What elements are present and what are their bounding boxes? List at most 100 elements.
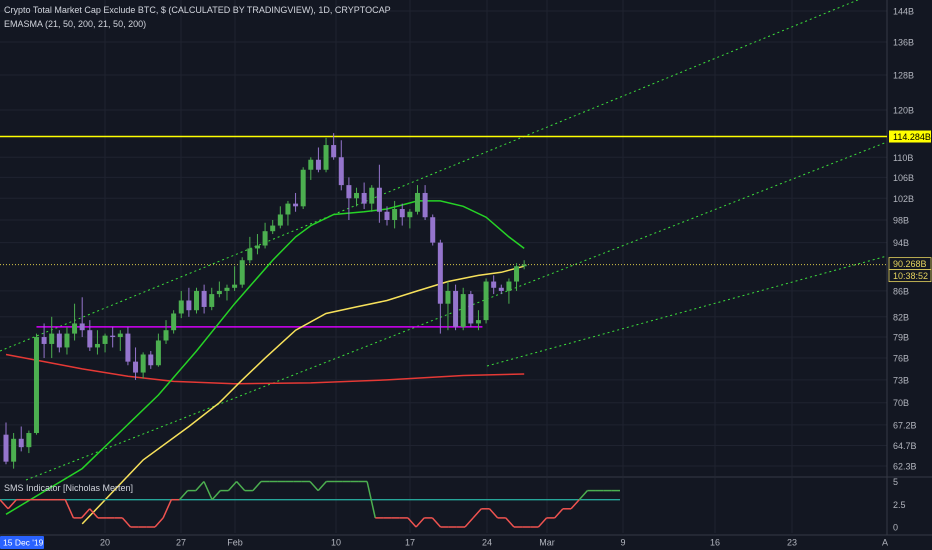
sms-line-segment — [309, 480, 319, 492]
candle[interactable] — [354, 187, 360, 207]
candle[interactable] — [171, 310, 177, 334]
candle[interactable] — [102, 333, 108, 353]
candle[interactable] — [308, 157, 314, 180]
candle[interactable] — [26, 430, 32, 454]
sms-line-segment — [89, 508, 99, 519]
candle[interactable] — [270, 219, 276, 235]
candle[interactable] — [201, 284, 207, 314]
candle[interactable] — [18, 426, 24, 452]
candle[interactable] — [33, 333, 39, 435]
candle-body — [407, 211, 413, 218]
candle[interactable] — [407, 209, 413, 229]
candle[interactable] — [125, 326, 131, 366]
candle[interactable] — [498, 284, 504, 295]
candles — [3, 133, 527, 469]
candle-body — [3, 434, 9, 462]
candle[interactable] — [422, 185, 428, 220]
crosshair-date-label: 15 Dec '19 — [3, 538, 44, 548]
candle[interactable] — [232, 266, 238, 291]
candle[interactable] — [64, 326, 70, 355]
candle[interactable] — [194, 287, 199, 314]
candle[interactable] — [392, 200, 398, 229]
candle-body — [171, 313, 177, 331]
candle[interactable] — [247, 236, 253, 264]
sms-indicator-title: SMS Indicator [Nicholas Merten] — [4, 483, 134, 493]
sms-tick-label: 0 — [893, 523, 898, 533]
candle[interactable] — [430, 214, 436, 246]
candle[interactable] — [72, 303, 78, 341]
price-tick-label: 128B — [893, 70, 914, 80]
candle[interactable] — [293, 192, 299, 212]
candle[interactable] — [399, 203, 405, 226]
candle-body — [224, 287, 230, 291]
candle[interactable] — [506, 278, 512, 304]
sms-line-segment — [578, 490, 588, 501]
candle[interactable] — [300, 167, 306, 210]
resistance-price-label-box — [889, 130, 931, 143]
candle[interactable] — [155, 333, 161, 367]
price-tick-label: 98B — [893, 215, 909, 225]
candle[interactable] — [475, 310, 481, 331]
candle[interactable] — [453, 284, 459, 331]
candle[interactable] — [94, 330, 100, 355]
candle[interactable] — [338, 140, 344, 191]
candle[interactable] — [384, 206, 390, 226]
candle[interactable] — [323, 137, 329, 173]
candle[interactable] — [239, 257, 245, 288]
candle[interactable] — [437, 239, 443, 334]
candle[interactable] — [117, 330, 123, 351]
candle-body — [11, 438, 17, 462]
last-price-label: 90.268B — [893, 259, 927, 269]
candle[interactable] — [140, 352, 146, 379]
candle[interactable] — [445, 281, 451, 331]
candle[interactable] — [376, 164, 382, 223]
candle[interactable] — [110, 326, 116, 348]
candle-body — [384, 211, 390, 220]
ema21-line — [5, 200, 525, 515]
candle[interactable] — [369, 185, 375, 212]
candle[interactable] — [49, 316, 55, 359]
candle[interactable] — [414, 185, 420, 215]
candle[interactable] — [315, 147, 321, 173]
candle[interactable] — [186, 287, 192, 317]
channel-trendline[interactable] — [486, 255, 888, 367]
candle[interactable] — [460, 287, 466, 331]
channel-trendline[interactable] — [25, 141, 888, 481]
candle[interactable] — [361, 182, 367, 210]
candle[interactable] — [178, 290, 184, 319]
candle[interactable] — [491, 275, 497, 295]
candle[interactable] — [262, 222, 268, 249]
candle[interactable] — [41, 323, 47, 359]
candle[interactable] — [56, 330, 62, 353]
candle[interactable] — [87, 320, 93, 351]
sms-line-segment — [195, 480, 205, 492]
sms-line-segment — [121, 517, 132, 528]
candle-body — [186, 300, 192, 311]
candle[interactable] — [224, 284, 230, 301]
sms-line-segment — [415, 517, 425, 528]
candle[interactable] — [468, 290, 474, 327]
candle[interactable] — [79, 297, 85, 338]
candle[interactable] — [346, 177, 352, 220]
sma200-line — [5, 353, 525, 385]
candle[interactable] — [514, 263, 520, 291]
candle[interactable] — [148, 350, 154, 369]
candle[interactable] — [163, 320, 169, 344]
candle-body — [491, 281, 497, 288]
candle[interactable] — [11, 433, 17, 469]
sma50-line — [81, 265, 525, 525]
candle[interactable] — [216, 281, 222, 298]
candle[interactable] — [521, 260, 527, 270]
candle[interactable] — [285, 200, 291, 226]
candle[interactable] — [209, 287, 215, 311]
candle[interactable] — [277, 206, 283, 229]
candle[interactable] — [3, 422, 9, 465]
sms-line-segment — [366, 481, 376, 519]
candle[interactable] — [331, 133, 337, 160]
candle[interactable] — [133, 347, 139, 380]
candle-body — [56, 333, 62, 348]
candle[interactable] — [254, 234, 260, 255]
candle-body — [148, 354, 154, 366]
candle[interactable] — [483, 278, 489, 324]
